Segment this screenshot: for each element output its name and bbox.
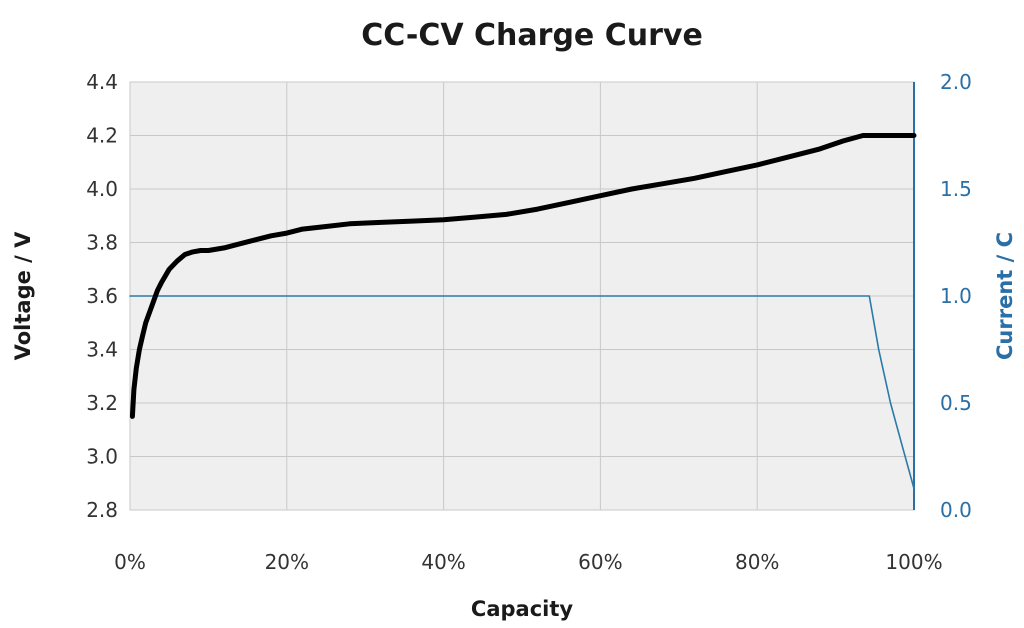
y2-tick-label: 0.0: [940, 498, 972, 522]
voltage-line: [129, 133, 917, 419]
y2-tick-label: 2.0: [940, 70, 972, 94]
series-layer: [129, 133, 917, 490]
tick-labels: 2.8 3.0 3.2 3.4 3.6 3.8 4.0 4.2 4.4 0% 20% 40% 60% 80…: [86, 70, 972, 574]
x-tick-label: 20%: [265, 550, 309, 574]
y-tick-label: 4.4: [86, 70, 118, 94]
y-tick-label: 4.2: [86, 124, 118, 148]
y-tick-label: 4.0: [86, 177, 118, 201]
x-tick-label: 60%: [578, 550, 622, 574]
y-axis-label: Voltage / V: [11, 231, 35, 361]
y-tick-label: 2.8: [86, 498, 118, 522]
y-tick-label: 3.8: [86, 231, 118, 255]
y2-tick-label: 1.0: [940, 284, 972, 308]
y-tick-label: 3.4: [86, 338, 118, 362]
y-tick-label: 3.6: [86, 284, 118, 308]
x-tick-label: 100%: [885, 550, 942, 574]
y2-axis-label: Current / C: [993, 232, 1017, 360]
x-tick-label: 40%: [421, 550, 465, 574]
y-tick-label: 3.2: [86, 391, 118, 415]
current-line: [129, 295, 915, 490]
y2-tick-label: 0.5: [940, 391, 972, 415]
x-tick-label: 0%: [114, 550, 146, 574]
x-tick-label: 80%: [735, 550, 779, 574]
chart-title: CC-CV Charge Curve: [361, 18, 703, 53]
y-tick-label: 3.0: [86, 445, 118, 469]
y2-tick-label: 1.5: [940, 177, 972, 201]
x-axis-label: Capacity: [471, 597, 573, 621]
